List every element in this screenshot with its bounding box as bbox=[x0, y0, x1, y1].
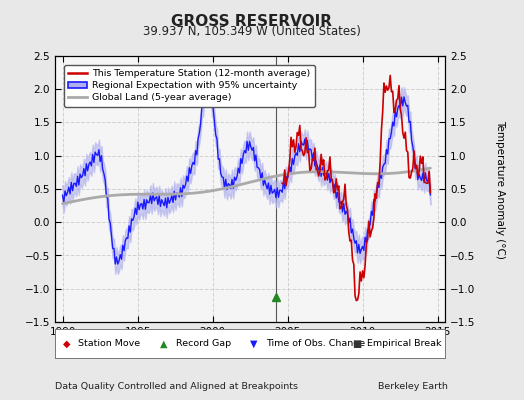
Text: ◆: ◆ bbox=[63, 338, 70, 348]
Text: Record Gap: Record Gap bbox=[176, 339, 231, 348]
Legend: This Temperature Station (12-month average), Regional Expectation with 95% uncer: This Temperature Station (12-month avera… bbox=[63, 65, 315, 107]
Text: Empirical Break: Empirical Break bbox=[367, 339, 442, 348]
Text: GROSS RESERVOIR: GROSS RESERVOIR bbox=[171, 14, 332, 29]
Text: ▲: ▲ bbox=[160, 338, 168, 348]
Y-axis label: Temperature Anomaly (°C): Temperature Anomaly (°C) bbox=[495, 120, 505, 258]
Text: Station Move: Station Move bbox=[79, 339, 140, 348]
Text: ▼: ▼ bbox=[250, 338, 258, 348]
Text: Data Quality Controlled and Aligned at Breakpoints: Data Quality Controlled and Aligned at B… bbox=[55, 382, 298, 391]
Text: Time of Obs. Change: Time of Obs. Change bbox=[266, 339, 365, 348]
Text: 39.937 N, 105.349 W (United States): 39.937 N, 105.349 W (United States) bbox=[143, 25, 361, 38]
Text: ■: ■ bbox=[352, 338, 361, 348]
Text: Berkeley Earth: Berkeley Earth bbox=[378, 382, 448, 391]
